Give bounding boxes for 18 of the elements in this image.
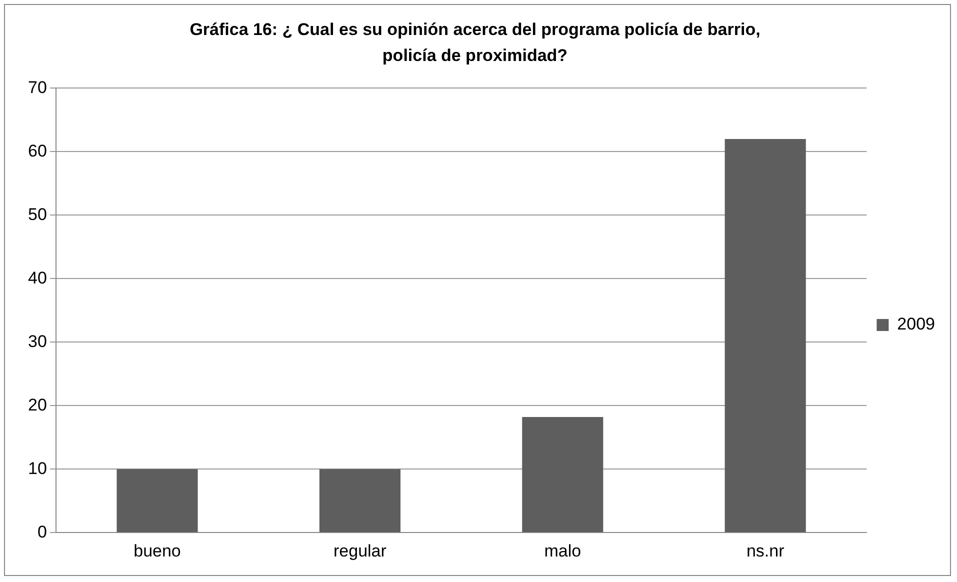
x-tick-label: malo: [544, 541, 582, 560]
y-tick-label: 30: [28, 332, 47, 351]
y-tick-label: 60: [28, 141, 47, 160]
y-tick-label: 20: [28, 395, 47, 414]
x-tick-label: regular: [333, 541, 387, 560]
y-tick-label: 40: [28, 268, 47, 288]
bar: [116, 469, 198, 532]
x-tick-label: bueno: [134, 541, 181, 560]
bar: [522, 417, 604, 532]
y-tick-label: 0: [37, 522, 47, 542]
x-tick-label: ns.nr: [746, 541, 785, 560]
y-tick-label: 10: [28, 458, 47, 478]
y-tick-label: 70: [28, 78, 47, 97]
y-tick-label: 50: [28, 204, 47, 224]
legend-label: 2009: [897, 314, 936, 334]
bar: [724, 138, 806, 532]
chart-title: Gráfica 16: ¿ Cual es su opinión acerca del programa policía de barrio, policía de proximidad?: [188, 19, 762, 67]
bar: [319, 469, 400, 532]
